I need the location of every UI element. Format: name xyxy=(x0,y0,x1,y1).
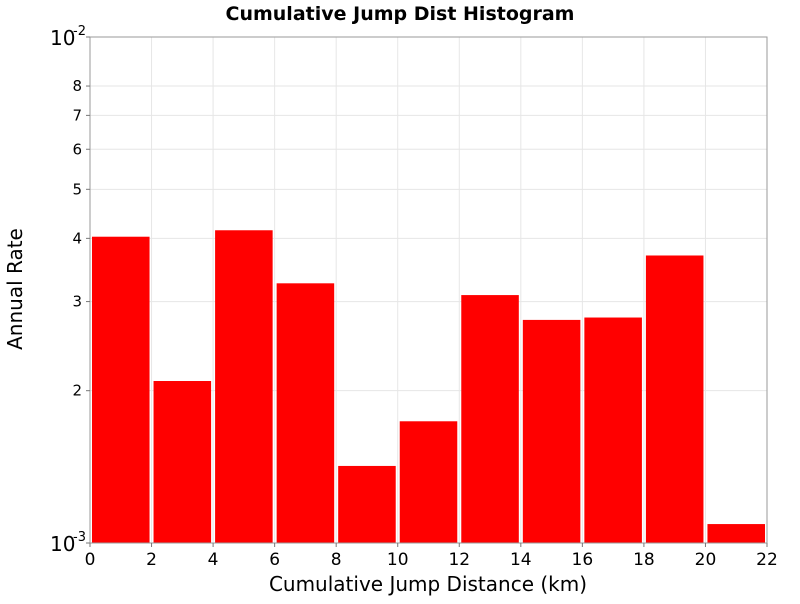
x-tick-label: 16 xyxy=(572,550,594,570)
y-tick-label: 2 xyxy=(72,382,82,400)
y-decade-label: 10-2 xyxy=(50,24,86,50)
plot-area-frame xyxy=(89,36,768,544)
y-decade-label: 10-3 xyxy=(50,530,86,556)
x-axis-label: Cumulative Jump Distance (km) xyxy=(269,572,587,596)
x-tick-label: 12 xyxy=(448,550,470,570)
y-tick-label: 7 xyxy=(72,106,82,124)
x-tick-label: 20 xyxy=(695,550,717,570)
x-tick-label: 18 xyxy=(633,550,655,570)
histogram-bar xyxy=(153,381,212,543)
y-decade-exponent: -2 xyxy=(73,24,86,39)
histogram-bar xyxy=(461,295,519,543)
histogram-bar xyxy=(276,283,335,543)
y-decade-exponent: -3 xyxy=(73,530,86,545)
histogram-bar xyxy=(92,236,150,544)
histogram-bar xyxy=(338,465,396,543)
y-tick-label: 6 xyxy=(72,140,82,158)
x-tick-label: 4 xyxy=(208,550,219,570)
chart-title: Cumulative Jump Dist Histogram xyxy=(226,3,575,25)
histogram-bar xyxy=(522,319,581,543)
y-decade-base: 10 xyxy=(50,532,75,556)
y-axis-label: Annual Rate xyxy=(3,228,27,350)
histogram-bar xyxy=(399,421,458,543)
bars xyxy=(92,230,765,544)
y-tick-label: 3 xyxy=(72,293,82,311)
x-tick-label: 6 xyxy=(269,550,280,570)
histogram-bar xyxy=(707,524,765,543)
y-tick-label: 4 xyxy=(72,229,82,247)
histogram-bar xyxy=(215,230,273,543)
x-axis-ticks: 0 2 4 6 8 10 12 14 16 18 20 22 xyxy=(85,543,778,570)
x-tick-label: 14 xyxy=(510,550,532,570)
y-tick-label: 5 xyxy=(72,180,82,198)
x-tick-label: 0 xyxy=(85,550,96,570)
histogram-bar xyxy=(584,317,642,543)
y-tick-label: 8 xyxy=(72,77,82,95)
x-tick-label: 22 xyxy=(756,550,778,570)
y-decade-base: 10 xyxy=(50,26,75,50)
x-tick-label: 10 xyxy=(387,550,409,570)
x-tick-label: 8 xyxy=(331,550,342,570)
histogram-bar xyxy=(645,255,704,543)
x-tick-label: 2 xyxy=(146,550,157,570)
